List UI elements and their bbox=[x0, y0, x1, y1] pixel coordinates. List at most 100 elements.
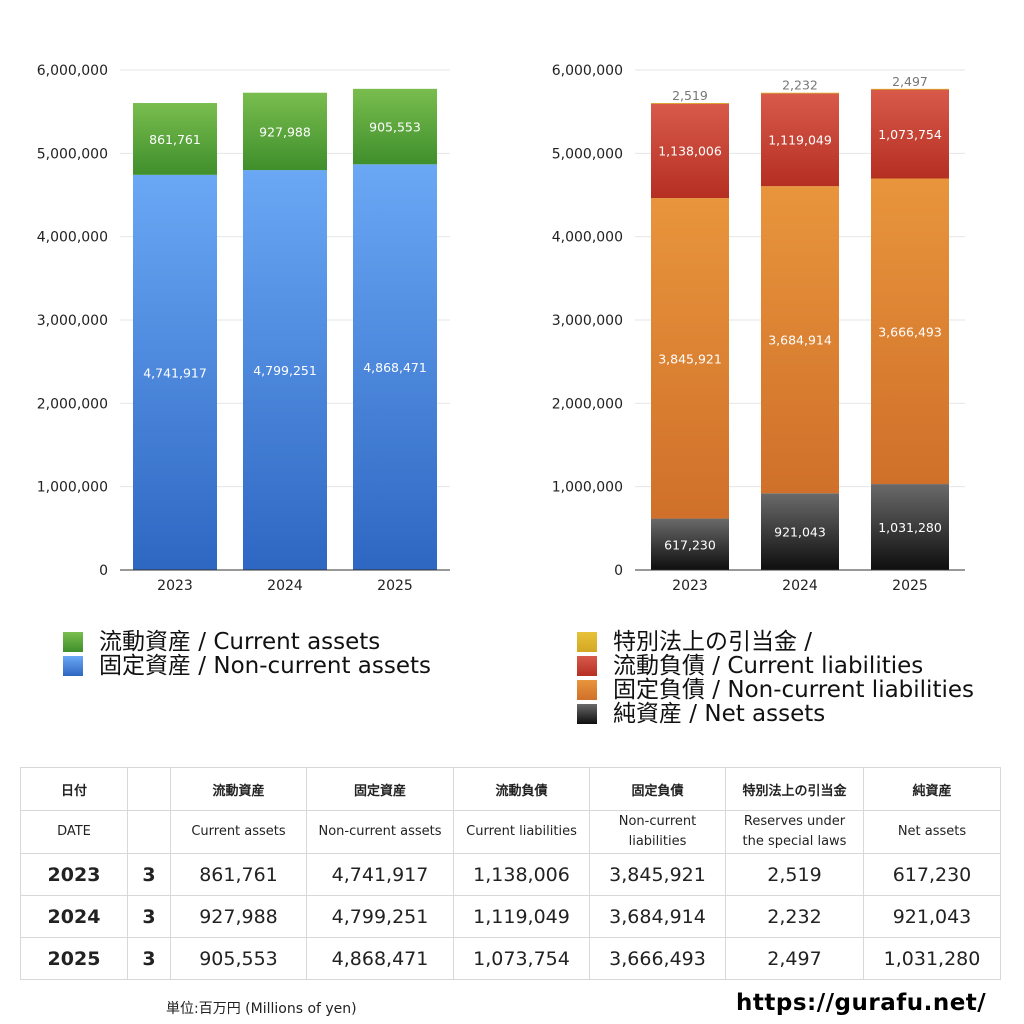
table-cell: Current liabilities bbox=[453, 810, 590, 854]
data-label: 1,031,280 bbox=[878, 520, 942, 535]
x-tick-label: 2025 bbox=[377, 578, 413, 594]
y-tick-label: 4,000,000 bbox=[37, 230, 108, 246]
y-tick-label: 5,000,000 bbox=[37, 146, 108, 162]
data-label: 4,741,917 bbox=[143, 365, 207, 380]
table-cell bbox=[127, 810, 171, 854]
bar-segment bbox=[651, 198, 729, 519]
table-cell: 流動資産 bbox=[170, 767, 307, 811]
legend-item: 固定資産 / Non-current assets bbox=[63, 654, 431, 678]
bar-segment bbox=[353, 164, 437, 571]
table-cell: 固定負債 bbox=[589, 767, 726, 811]
legend-swatch bbox=[577, 704, 597, 724]
legend-swatch bbox=[577, 656, 597, 676]
y-tick-label: 1,000,000 bbox=[552, 480, 623, 496]
table-cell: 3,845,921 bbox=[589, 853, 726, 896]
table-cell: 2024 bbox=[20, 895, 128, 938]
legend-liabilities: 特別法上の引当金 / 流動負債 / Current liabilities 固定負債… bbox=[577, 630, 974, 726]
legend-swatch bbox=[577, 680, 597, 700]
table-cell: 4,741,917 bbox=[306, 853, 454, 896]
legend-item: 純資産 / Net assets bbox=[577, 702, 974, 726]
table-cell: 2023 bbox=[20, 853, 128, 896]
y-tick-label: 5,000,000 bbox=[552, 146, 623, 162]
table-cell: 3 bbox=[127, 937, 171, 980]
legend-assets: 流動資産 / Current assets 固定資産 / Non-current … bbox=[63, 630, 431, 678]
data-label: 2,519 bbox=[672, 88, 708, 103]
data-label: 2,232 bbox=[782, 78, 818, 93]
legend-item: 流動負債 / Current liabilities bbox=[577, 654, 974, 678]
table-cell: 3 bbox=[127, 853, 171, 896]
y-tick-label: 4,000,000 bbox=[552, 230, 623, 246]
table-cell: Non-current liabilities bbox=[589, 810, 726, 854]
data-label: 921,043 bbox=[774, 525, 826, 540]
table-cell: 3 bbox=[127, 895, 171, 938]
table-cell: 特別法上の引当金 bbox=[725, 767, 864, 811]
table-cell bbox=[127, 767, 171, 811]
bar-segment bbox=[761, 186, 839, 494]
table-cell: 861,761 bbox=[170, 853, 307, 896]
y-tick-label: 2,000,000 bbox=[552, 396, 623, 412]
legend-label: 固定負債 / Non-current liabilities bbox=[613, 677, 974, 703]
stacked-bar-chart-1: 0 1,000,000 2,000,000 3,000,000 4,000,000 5,0… bbox=[37, 63, 450, 594]
x-tick-label: 2025 bbox=[892, 578, 928, 594]
table-cell: 1,031,280 bbox=[863, 937, 1001, 980]
x-tick-label: 2024 bbox=[782, 578, 818, 594]
y-tick-label: 1,000,000 bbox=[37, 480, 108, 496]
table-cell: 905,553 bbox=[170, 937, 307, 980]
x-tick-label: 2024 bbox=[267, 578, 303, 594]
stacked-bar-chart-2: 0 1,000,000 2,000,000 3,000,000 4,000,000 5,0… bbox=[552, 63, 965, 594]
table-cell: 日付 bbox=[20, 767, 128, 811]
x-tick-label: 2023 bbox=[157, 578, 193, 594]
data-label: 861,761 bbox=[149, 132, 201, 147]
y-tick-label: 3,000,000 bbox=[37, 313, 108, 329]
bar-segment bbox=[761, 493, 839, 570]
y-tick-label: 6,000,000 bbox=[552, 63, 623, 79]
legend-label: 純資産 / Net assets bbox=[613, 701, 826, 727]
table-cell: 2,497 bbox=[725, 937, 864, 980]
table-cell: 927,988 bbox=[170, 895, 307, 938]
bar-segment bbox=[651, 518, 729, 570]
legend-label: 固定資産 / Non-current assets bbox=[99, 653, 432, 679]
table-cell: 2025 bbox=[20, 937, 128, 980]
table-row: 2023 3 861,761 4,741,917 1,138,006 3,845,921 2… bbox=[20, 853, 1001, 896]
table-cell: 1,073,754 bbox=[453, 937, 590, 980]
y-tick-label: 0 bbox=[99, 563, 108, 579]
table-cell: 4,799,251 bbox=[306, 895, 454, 938]
table-cell: DATE bbox=[20, 810, 128, 854]
data-table: 日付 流動資産 固定資産 流動負債 固定負債 特別法上の引当金 純資産 DATE Current… bbox=[20, 767, 1001, 980]
bar-segment bbox=[651, 103, 729, 199]
data-label: 3,845,921 bbox=[658, 351, 722, 366]
y-tick-label: 6,000,000 bbox=[37, 63, 108, 79]
bar-segment bbox=[871, 178, 949, 485]
x-tick-label: 2023 bbox=[672, 578, 708, 594]
data-label: 617,230 bbox=[664, 537, 716, 552]
data-label: 4,799,251 bbox=[253, 363, 317, 378]
table-cell: 921,043 bbox=[863, 895, 1001, 938]
data-label: 2,497 bbox=[892, 74, 928, 89]
legend-swatch bbox=[63, 632, 83, 652]
legend-label: 特別法上の引当金 / bbox=[613, 629, 813, 655]
bar-segment bbox=[761, 92, 839, 187]
site-url[interactable]: https://gurafu.net/ bbox=[736, 990, 987, 1016]
table-cell: 3,684,914 bbox=[589, 895, 726, 938]
data-label: 1,138,006 bbox=[658, 144, 722, 159]
table-cell: Non-current assets bbox=[306, 810, 454, 854]
bar-segment bbox=[761, 92, 839, 94]
table-row: 2025 3 905,553 4,868,471 1,073,754 3,666,493 2… bbox=[20, 937, 1001, 980]
legend-item: 流動資産 / Current assets bbox=[63, 630, 431, 654]
data-label: 3,684,914 bbox=[768, 333, 832, 348]
table-cell: Net assets bbox=[863, 810, 1001, 854]
legend-label: 流動資産 / Current assets bbox=[99, 629, 381, 655]
table-header-row: DATE Current assets Non-current assets Curr… bbox=[20, 810, 1001, 854]
bar-segment bbox=[133, 103, 217, 175]
data-label: 4,868,471 bbox=[363, 360, 427, 375]
table-cell: 1,138,006 bbox=[453, 853, 590, 896]
bar-segment bbox=[871, 89, 949, 179]
bar-segment bbox=[243, 170, 327, 570]
bar-segment bbox=[871, 484, 949, 570]
bar-segment bbox=[243, 92, 327, 171]
y-tick-label: 0 bbox=[614, 563, 623, 579]
y-tick-label: 2,000,000 bbox=[37, 396, 108, 412]
table-cell: 純資産 bbox=[863, 767, 1001, 811]
data-label: 1,073,754 bbox=[878, 127, 942, 142]
bar-segment bbox=[651, 103, 729, 104]
